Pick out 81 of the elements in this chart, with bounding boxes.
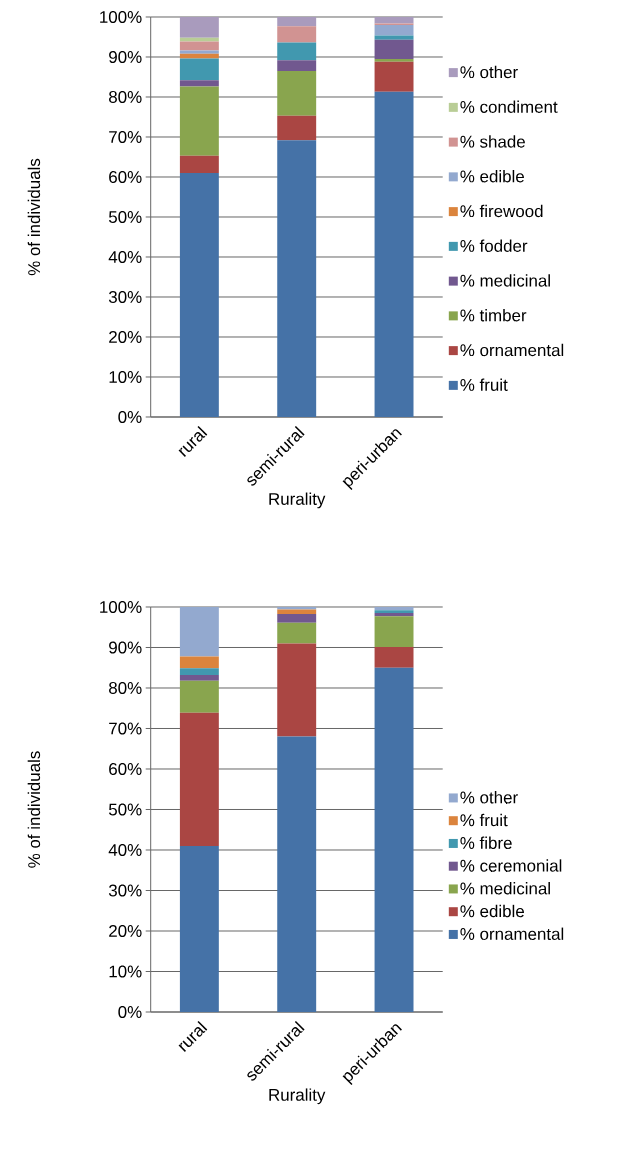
bar — [179, 16, 219, 38]
y-tick-label: 90% — [109, 641, 142, 654]
bar — [374, 58, 414, 62]
bar — [277, 60, 317, 71]
bar — [179, 41, 219, 51]
bar — [277, 70, 317, 116]
bar — [179, 712, 219, 846]
y-tick-label: 60% — [109, 763, 142, 775]
bar — [277, 115, 317, 141]
legend-label: % other — [460, 791, 518, 804]
y-tick-label: 80% — [109, 90, 142, 103]
y-axis-title: % of individuals — [27, 751, 41, 868]
bar — [374, 667, 414, 1012]
legend-label: % edible — [460, 904, 524, 918]
bar — [374, 61, 414, 92]
bar — [277, 26, 317, 43]
y-tick-label: 30% — [108, 290, 142, 303]
y-tick-label: 100% — [100, 10, 142, 23]
bar — [179, 86, 219, 156]
y-tick-label: 60% — [109, 170, 142, 183]
y-tick-label: 40% — [108, 250, 142, 263]
bar — [277, 736, 317, 1012]
y-tick-label: 0% — [118, 410, 142, 423]
y-tick-label: 80% — [109, 682, 142, 694]
bar — [277, 42, 317, 61]
y-tick-label: 10% — [109, 965, 142, 978]
y-tick-label: 0% — [118, 1006, 142, 1018]
legend-label: % ornamental — [460, 927, 564, 941]
y-tick-label: 100% — [100, 601, 142, 613]
legend-label: % ceremonial — [460, 859, 562, 872]
x-axis-title: Rurality — [269, 1088, 326, 1105]
bar — [179, 155, 219, 173]
bar — [179, 50, 219, 54]
bar — [374, 647, 414, 668]
legend-label: % medicinal — [460, 274, 550, 287]
legend-label: % medicinal — [460, 882, 550, 895]
bar — [374, 24, 414, 36]
bar — [277, 643, 317, 737]
bar — [179, 668, 219, 676]
y-tick-label: 20% — [109, 925, 142, 937]
bar — [277, 140, 317, 417]
bar — [179, 80, 219, 87]
bar — [179, 680, 219, 713]
y-tick-label: 90% — [109, 50, 142, 63]
bar — [374, 91, 414, 417]
bar — [277, 622, 317, 644]
bar — [277, 613, 317, 623]
y-tick-label: 70% — [109, 722, 142, 735]
legend-label: % fodder — [460, 239, 528, 252]
bar — [179, 675, 219, 681]
legend-label: % fibre — [460, 836, 512, 850]
bar — [179, 845, 219, 1012]
bar — [374, 16, 414, 24]
bar — [179, 58, 219, 81]
y-tick-label: 20% — [109, 330, 142, 343]
y-tick-label: 10% — [109, 370, 142, 383]
bar — [179, 172, 219, 417]
legend-label: % shade — [460, 135, 525, 148]
y-tick-label: 40% — [108, 844, 142, 856]
bar — [179, 656, 219, 669]
y-tick-label: 50% — [108, 803, 142, 816]
legend-label: % fruit — [460, 378, 508, 391]
legend-label: % fruit — [460, 813, 508, 827]
legend-label: % other — [460, 65, 518, 79]
bar — [277, 16, 317, 27]
legend-label: % timber — [460, 308, 527, 322]
y-axis-title: % of individuals — [27, 158, 41, 276]
bar — [179, 607, 219, 657]
y-tick-label: 50% — [108, 210, 142, 223]
x-axis-title: Rurality — [269, 492, 326, 509]
bar — [277, 609, 317, 614]
legend-label: % edible — [460, 169, 524, 183]
y-tick-label: 70% — [109, 130, 142, 143]
bar — [179, 53, 219, 59]
y-tick-label: 30% — [108, 884, 142, 897]
legend-label: % condiment — [460, 100, 558, 113]
bar — [374, 616, 414, 648]
bar — [374, 35, 414, 40]
legend-label: % ornamental — [460, 343, 564, 357]
legend-label: % firewood — [460, 204, 543, 218]
bar — [374, 39, 414, 59]
